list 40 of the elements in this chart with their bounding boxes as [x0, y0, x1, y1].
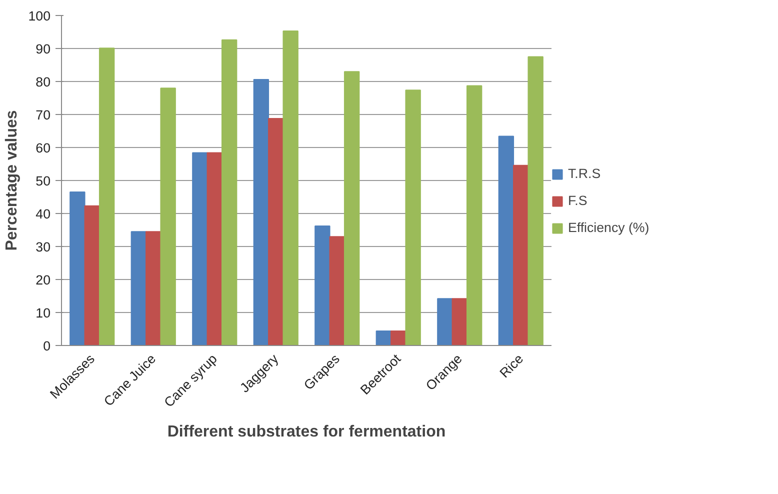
bar: [84, 205, 100, 346]
bar: [513, 164, 529, 346]
bar: [466, 85, 482, 346]
y-tick-label: 70: [36, 108, 51, 122]
y-axis-title: Percentage values: [3, 110, 20, 251]
bar: [146, 231, 162, 346]
y-tick-label: 90: [36, 42, 51, 56]
y-tick-label: 50: [36, 174, 51, 188]
y-tick-label: 60: [36, 140, 51, 156]
bar: [253, 79, 270, 346]
bar: [268, 118, 284, 346]
bar: [405, 90, 421, 346]
legend-label: Efficiency (%): [568, 220, 650, 235]
y-tick-label: 0: [43, 338, 51, 354]
y-tick-label: 30: [36, 240, 51, 254]
bar: [221, 39, 238, 346]
bar: [452, 298, 468, 346]
bar: [329, 236, 345, 346]
bar: [70, 192, 86, 346]
bar: [160, 88, 176, 346]
bar: [528, 56, 544, 346]
y-tick-label: 10: [36, 306, 51, 320]
x-axis-title: Different substrates for fermentation: [167, 423, 446, 440]
bar: [437, 298, 453, 346]
bar: [498, 136, 514, 346]
legend-label: T.R.S: [568, 166, 601, 181]
y-tick-label: 100: [28, 8, 51, 24]
bar: [206, 152, 222, 346]
bar: [130, 231, 147, 346]
y-tick-label: 80: [36, 74, 51, 90]
bar: [282, 30, 298, 346]
bar: [192, 152, 208, 346]
x-tick-label: Rice: [496, 351, 526, 381]
bar: [98, 48, 115, 346]
y-tick-label: 40: [36, 206, 51, 222]
legend-label: F.S: [568, 193, 588, 208]
bar: [314, 226, 330, 346]
bar: [376, 330, 392, 346]
y-tick-label: 20: [36, 272, 51, 288]
bar: [344, 71, 360, 346]
